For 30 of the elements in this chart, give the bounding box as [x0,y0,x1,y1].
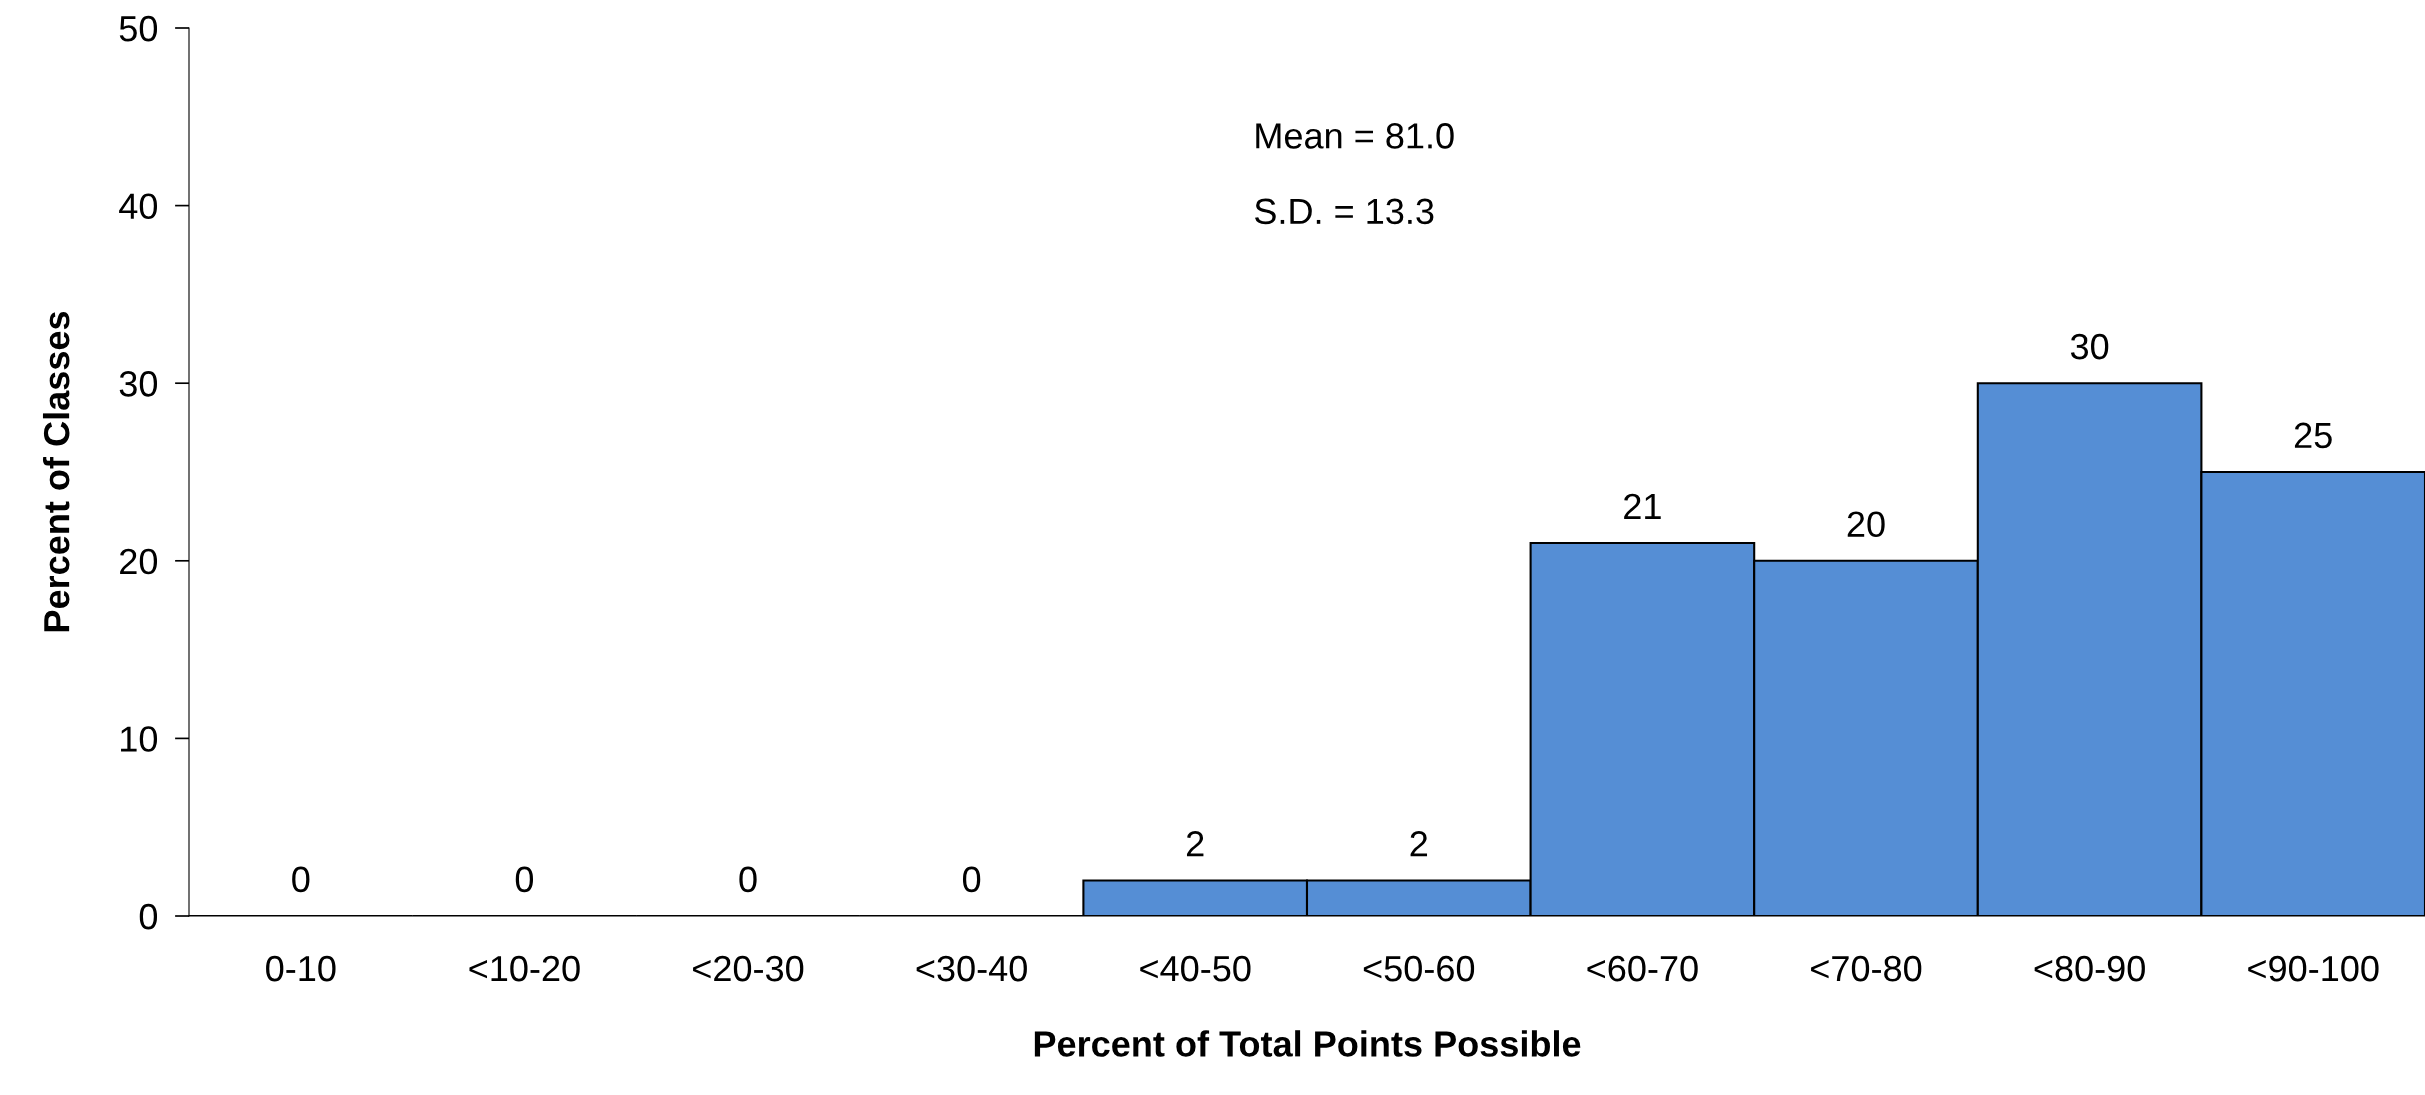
data-label: 25 [2294,422,2332,449]
data-label: 0 [962,866,981,893]
x-tick-label: <20-30 [693,955,804,982]
x-axis-title: Percent of Total Points Possible [1034,1030,1581,1057]
data-label: 2 [1410,831,1428,857]
y-tick-label: 20 [120,548,158,575]
x-tick-label: <40-50 [1140,955,1251,982]
annotation: S.D. = 13.3 [1254,198,1434,225]
y-axis-title: Percent of Classes [42,311,70,632]
x-tick-label: 0-10 [266,955,336,982]
y-tick-label: 40 [119,193,158,220]
x-tick-label: <70-80 [1811,955,1922,982]
x-tick-label: <80-90 [2034,955,2145,982]
data-label: 0 [292,866,310,893]
y-tick-label: 0 [139,903,158,930]
x-tick-label: <10-20 [469,955,580,982]
y-tick-label: 30 [119,371,158,397]
x-tick-label: <90-100 [2248,955,2379,982]
x-tick-label: <30-40 [916,955,1027,982]
data-label: 0 [739,866,757,893]
x-tick-label: <50-60 [1363,955,1475,982]
annotation: Mean = 81.0 [1256,123,1454,149]
data-label: 20 [1847,511,1885,537]
data-label: 21 [1624,493,1661,519]
data-label: 0 [515,866,534,893]
y-tick-label: 50 [119,15,158,42]
data-label: 30 [2070,333,2109,360]
x-tick-label: <60-70 [1587,955,1698,982]
y-tick-label: 10 [121,726,158,752]
data-label: 2 [1186,831,1204,857]
